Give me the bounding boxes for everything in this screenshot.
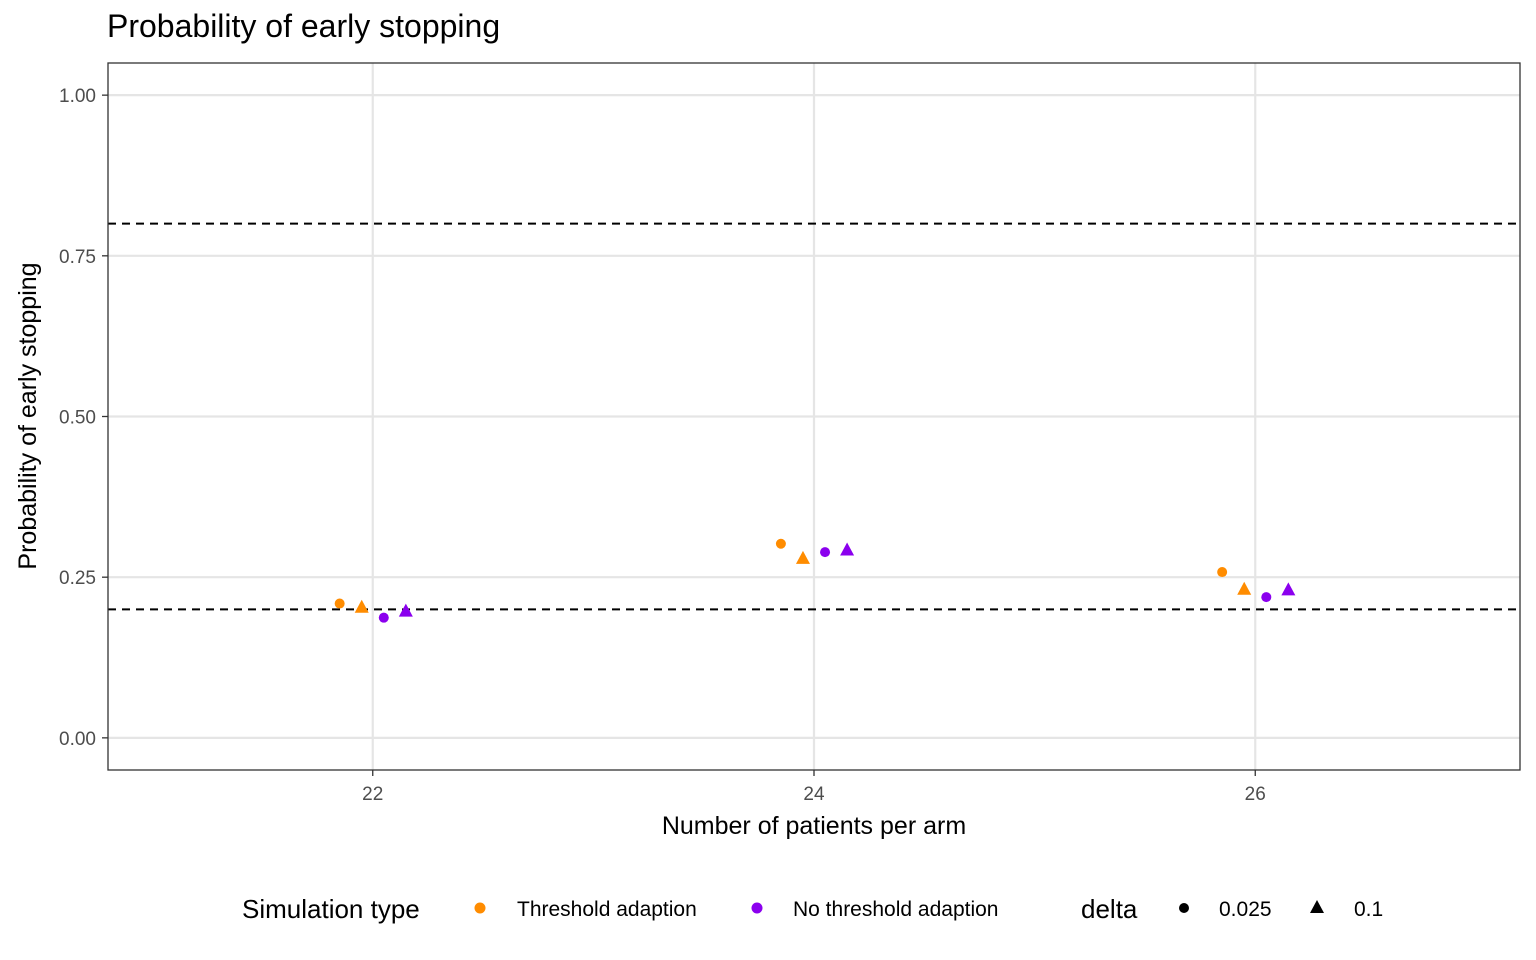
y-axis-title: Probability of early stopping	[14, 262, 42, 569]
legend-shape-title: delta	[1081, 894, 1138, 924]
y-tick-label-4: 1.00	[59, 86, 96, 107]
x-axis-ticks: 22 24 26	[362, 770, 1266, 805]
y-tick-label-3: 0.75	[59, 247, 96, 268]
point-no-threshold-adaption-delta-0025-n24	[820, 547, 831, 558]
legend-color-title: Simulation type	[242, 894, 420, 924]
legend-label-threshold-adaption: Threshold adaption	[517, 898, 697, 921]
y-axis-ticks: 0.00 0.25 0.50 0.75 1.00	[59, 86, 108, 750]
point-threshold-adaption-delta-01-n26	[1237, 581, 1252, 595]
legend-label-no-threshold-adaption: No threshold adaption	[793, 898, 998, 921]
x-axis-title: Number of patients per arm	[662, 812, 966, 840]
point-no-threshold-adaption-delta-0025-n22	[378, 612, 389, 623]
point-no-threshold-adaption-delta-01-n24	[840, 542, 855, 556]
data-points	[334, 538, 1296, 623]
y-tick-label-0: 0.00	[59, 729, 96, 750]
legend-key-circle-icon	[1179, 903, 1189, 913]
point-threshold-adaption-delta-01-n24	[795, 550, 810, 564]
x-tick-label-0: 22	[362, 784, 383, 805]
x-tick-label-2: 26	[1245, 784, 1266, 805]
legend-label-delta-0025: 0.025	[1219, 898, 1272, 921]
point-no-threshold-adaption-delta-01-n22	[398, 603, 413, 617]
legend-label-delta-01: 0.1	[1354, 898, 1383, 921]
chart-title: Probability of early stopping	[107, 8, 501, 44]
point-threshold-adaption-delta-0025-n22	[334, 598, 345, 609]
point-threshold-adaption-delta-0025-n26	[1217, 567, 1228, 578]
y-tick-label-1: 0.25	[59, 568, 96, 589]
legend-key-triangle-icon	[1310, 900, 1324, 913]
x-tick-label-1: 24	[803, 784, 825, 805]
point-threshold-adaption-delta-0025-n24	[775, 538, 786, 549]
grid-lines	[108, 63, 1520, 770]
point-no-threshold-adaption-delta-01-n26	[1281, 582, 1296, 596]
legend-key-no-threshold-adaption	[751, 902, 763, 914]
reference-lines	[108, 222, 1520, 611]
point-threshold-adaption-delta-01-n22	[354, 599, 369, 613]
legend: Simulation type Threshold adaption No th…	[242, 894, 1383, 924]
y-tick-label-2: 0.50	[59, 408, 96, 429]
legend-key-threshold-adaption	[474, 902, 486, 914]
point-no-threshold-adaption-delta-0025-n26	[1261, 592, 1272, 603]
